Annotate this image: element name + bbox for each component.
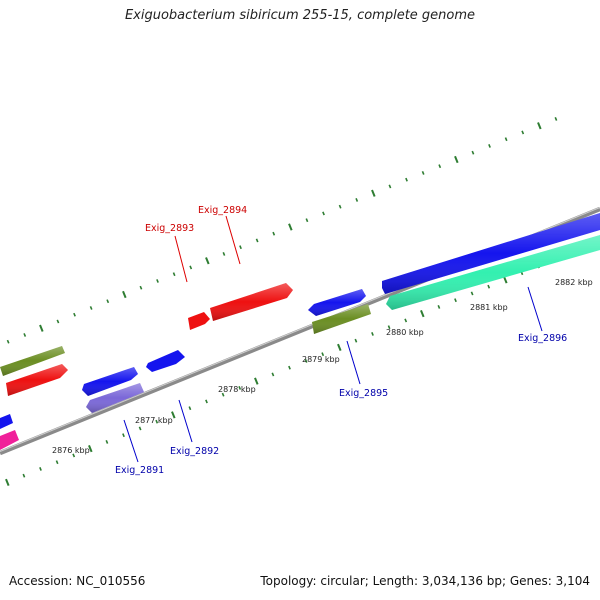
lower-ruler-tick [437, 304, 441, 309]
upper-ruler-tick [139, 285, 143, 290]
upper-ruler-tick [255, 238, 259, 243]
ruler-labels: 2876 kbp 2877 kbp 2878 kbp 2879 kbp 2880… [52, 278, 593, 455]
lower-tick-ruler [5, 242, 591, 487]
gene-label-exig-2891[interactable]: Exig_2891 [115, 465, 164, 476]
upper-ruler-tick [338, 204, 342, 209]
upper-ruler-tick [89, 306, 93, 310]
leader-exig-2894 [225, 215, 241, 265]
lower-ruler-tick [387, 325, 391, 330]
lower-ruler-tick [487, 284, 491, 289]
upper-ruler-tick [156, 279, 159, 283]
leader-lines [123, 215, 543, 463]
genome-summary-text: Topology: circular; Length: 3,034,136 bp… [260, 574, 590, 588]
lower-ruler-tick [39, 466, 42, 471]
lower-ruler-tick [354, 338, 358, 343]
gene-label-exig-2895[interactable]: Exig_2895 [339, 388, 388, 399]
upper-ruler-tick [305, 218, 309, 223]
gene-feature-blue-fwd-e[interactable] [0, 414, 13, 429]
leader-exig-2896 [527, 286, 543, 332]
lower-ruler-tick [321, 352, 325, 357]
lower-ruler-tick [337, 343, 342, 352]
ruler-label-2882: 2882 kbp [555, 278, 593, 287]
lower-ruler-tick [288, 365, 291, 370]
leader-exig-2891 [123, 419, 139, 463]
upper-ruler-tick [554, 117, 558, 121]
upper-ruler-tick [537, 122, 542, 130]
gene-label-exig-2894[interactable]: Exig_2894 [198, 205, 247, 216]
lower-ruler-tick [72, 453, 76, 458]
upper-ruler-tick [288, 223, 293, 231]
ruler-label-2878: 2878 kbp [218, 385, 256, 394]
upper-ruler-tick [388, 184, 392, 189]
lower-ruler-tick [470, 291, 474, 296]
lower-ruler-tick [371, 331, 374, 336]
upper-ruler-tick [239, 245, 242, 250]
upper-ruler-tick [272, 231, 276, 236]
lower-ruler-tick [221, 392, 225, 397]
upper-ruler-tick [371, 189, 376, 197]
lower-ruler-tick [454, 298, 457, 303]
ruler-label-2879: 2879 kbp [302, 355, 340, 364]
lower-ruler-tick [420, 310, 425, 318]
upper-ruler-tick [488, 144, 491, 148]
lower-ruler-tick [503, 276, 508, 284]
upper-ruler-tick [73, 312, 76, 317]
lower-ruler-tick [122, 433, 125, 438]
gene-label-exig-2892[interactable]: Exig_2892 [170, 446, 219, 457]
lower-ruler-tick [88, 445, 93, 453]
upper-ruler-tick [122, 290, 127, 299]
lower-ruler-tick [105, 439, 109, 444]
ruler-label-2881: 2881 kbp [470, 303, 508, 312]
ruler-label-2880: 2880 kbp [386, 328, 424, 337]
map-title: Exiguobacterium sibiricum 255-15, comple… [124, 8, 476, 23]
upper-ruler-tick [322, 211, 325, 216]
feature-shading [0, 213, 600, 413]
lower-ruler-tick [188, 406, 192, 411]
upper-ruler-tick [222, 252, 226, 256]
upper-ruler-tick [172, 272, 176, 277]
upper-ruler-tick [454, 155, 459, 164]
upper-ruler-tick [355, 198, 359, 202]
lower-ruler-tick [304, 358, 308, 363]
lower-ruler-tick [271, 372, 275, 377]
upper-ruler-tick [56, 319, 60, 324]
gene-feature-blue-fwd-c[interactable] [146, 350, 185, 372]
lower-ruler-tick [404, 318, 408, 323]
accession-text: Accession: NC_010556 [9, 574, 146, 588]
lower-ruler-tick [138, 426, 142, 431]
gene-label-exig-2893[interactable]: Exig_2893 [145, 223, 194, 234]
ruler-label-2877: 2877 kbp [135, 416, 173, 425]
gene-feature-exig-2893[interactable] [188, 312, 210, 330]
lower-ruler-tick [254, 377, 259, 385]
leader-exig-2895 [346, 340, 361, 385]
upper-ruler-tick [421, 171, 425, 175]
upper-ruler-tick [23, 333, 27, 337]
upper-ruler-tick [438, 164, 442, 169]
lower-ruler-tick [5, 478, 10, 487]
gene-labels: Exig_2893 Exig_2894 Exig_2895 Exig_2896 … [115, 205, 567, 476]
lower-ruler-tick [171, 411, 176, 419]
upper-ruler-tick [521, 130, 525, 135]
ruler-label-2876: 2876 kbp [52, 446, 90, 455]
leader-exig-2893 [174, 235, 188, 283]
lower-ruler-tick [22, 473, 26, 478]
upper-ruler-tick [205, 257, 210, 265]
upper-ruler-tick [6, 339, 10, 344]
gene-feature-pink[interactable] [0, 430, 19, 450]
lower-ruler-tick [205, 399, 208, 404]
upper-ruler-tick [471, 150, 475, 155]
gene-label-exig-2896[interactable]: Exig_2896 [518, 333, 567, 344]
upper-ruler-tick [39, 324, 44, 332]
leader-exig-2892 [178, 399, 193, 443]
lower-ruler-tick [155, 419, 159, 424]
upper-tick-ruler [6, 117, 558, 344]
lower-ruler-tick [238, 385, 242, 390]
upper-ruler-tick [106, 299, 110, 304]
upper-ruler-tick [189, 265, 193, 270]
upper-ruler-tick [504, 137, 508, 142]
upper-ruler-tick [405, 177, 408, 182]
lower-ruler-tick [55, 460, 59, 465]
